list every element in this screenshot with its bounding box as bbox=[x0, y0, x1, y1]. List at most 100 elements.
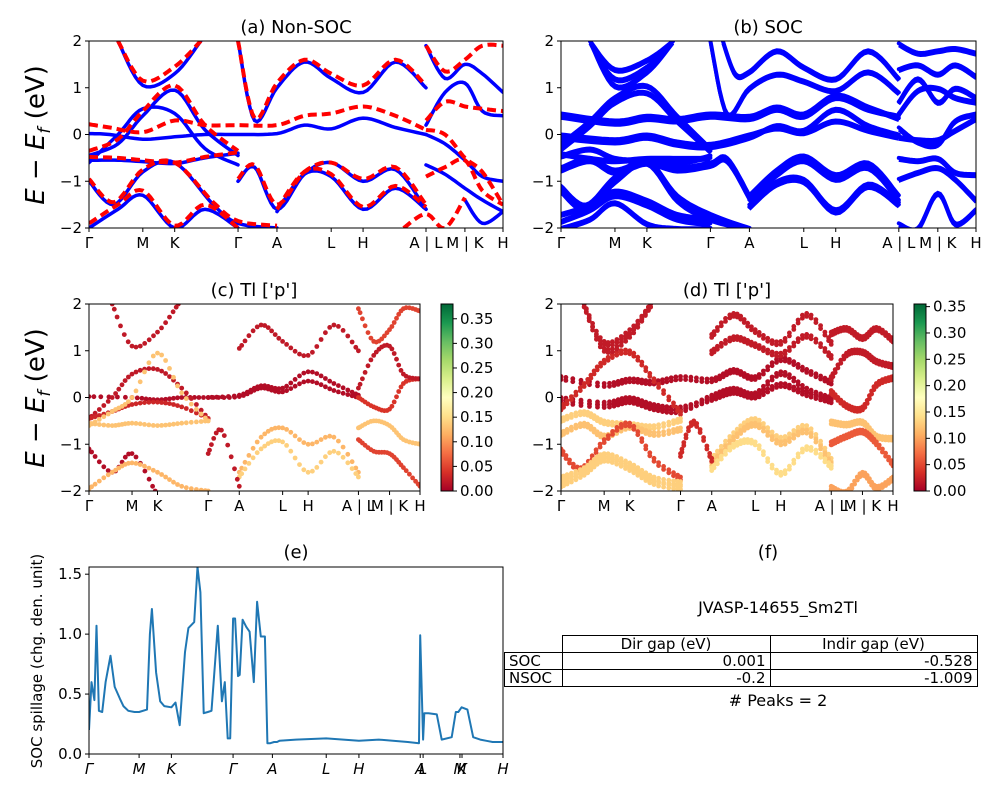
projection-dot bbox=[564, 416, 570, 422]
projection-dot bbox=[167, 422, 172, 428]
x-tick-label: L bbox=[751, 497, 760, 515]
projection-dot bbox=[297, 462, 302, 467]
y-tick-label: 1 bbox=[72, 342, 82, 360]
projection-dot bbox=[745, 323, 751, 329]
projection-dot bbox=[391, 351, 397, 356]
gap-table: Dir gap (eV) Indir gap (eV) SOC 0.001 -0… bbox=[504, 635, 978, 687]
projection-dot bbox=[417, 308, 420, 314]
band-line-spin-down bbox=[89, 83, 240, 153]
projection-dot bbox=[808, 372, 814, 377]
projection-dot bbox=[573, 477, 579, 483]
projection-dot bbox=[382, 333, 387, 339]
projection-dot bbox=[668, 410, 674, 416]
projection-dot bbox=[838, 360, 844, 366]
projection-dot bbox=[731, 314, 736, 319]
projection-dot bbox=[244, 389, 250, 395]
projection-dot bbox=[314, 439, 320, 445]
projection-dot bbox=[791, 362, 797, 368]
projection-dot bbox=[301, 353, 307, 359]
projection-dot bbox=[569, 427, 574, 433]
projection-dot bbox=[297, 373, 302, 379]
colorbar: 0.00 0.05 0.10 0.15 0.20 0.25 0.30 0.35 bbox=[440, 303, 493, 500]
projection-dot bbox=[601, 360, 607, 366]
projection-dot bbox=[661, 391, 666, 396]
band-line bbox=[561, 196, 711, 228]
projection-dot bbox=[228, 454, 234, 460]
projection-dot bbox=[623, 466, 628, 471]
x-tick-label: A | L bbox=[409, 234, 443, 252]
band-line bbox=[561, 82, 713, 151]
projection-dots bbox=[89, 304, 420, 491]
projection-dot bbox=[749, 440, 754, 446]
projection-dot bbox=[715, 461, 720, 467]
y-tick-label: 1.0 bbox=[58, 625, 82, 643]
projection-dot bbox=[284, 443, 289, 448]
projection-dot bbox=[778, 472, 784, 478]
projection-dot bbox=[701, 438, 706, 443]
projection-dot bbox=[694, 378, 699, 384]
band-line bbox=[708, 43, 900, 120]
projection-dot bbox=[715, 328, 720, 333]
projection-dot bbox=[769, 387, 775, 392]
projection-dot bbox=[800, 391, 805, 397]
colorbar-tick-label: 0.25 bbox=[460, 359, 493, 377]
projection-dot bbox=[635, 432, 641, 438]
projection-dot bbox=[142, 422, 147, 427]
projection-dot bbox=[280, 425, 285, 431]
projection-dot bbox=[389, 324, 395, 329]
projection-dot bbox=[631, 470, 637, 476]
y-tick-label: −2 bbox=[532, 482, 554, 500]
x-tick-label: A bbox=[266, 760, 277, 778]
projection-dot bbox=[787, 466, 792, 472]
x-tick-label: Γ bbox=[234, 234, 243, 252]
projection-dot bbox=[284, 383, 289, 389]
projection-dot bbox=[163, 320, 169, 326]
projection-dot bbox=[717, 392, 723, 398]
band-lines bbox=[89, 41, 503, 228]
projection-dot bbox=[389, 403, 395, 409]
projection-dot bbox=[318, 373, 324, 379]
projection-dot bbox=[822, 459, 828, 465]
projection-dot bbox=[410, 475, 415, 481]
band-line bbox=[898, 65, 976, 80]
band-line bbox=[463, 198, 503, 226]
projection-dot bbox=[242, 466, 248, 472]
projection-dot bbox=[297, 351, 302, 357]
projection-dot bbox=[365, 330, 371, 335]
projection-dot bbox=[101, 464, 107, 470]
x-tick-label: H bbox=[775, 497, 786, 515]
projection-dot bbox=[301, 379, 307, 385]
projection-dot bbox=[345, 392, 351, 397]
projection-dot bbox=[635, 321, 641, 327]
projection-dot bbox=[129, 460, 135, 466]
projection-dot bbox=[752, 377, 758, 382]
projection-dot bbox=[276, 335, 282, 341]
projection-dot bbox=[139, 395, 145, 401]
projection-dot bbox=[109, 304, 115, 307]
projection-dot bbox=[749, 394, 754, 399]
projection-dot bbox=[129, 395, 135, 400]
projection-dot bbox=[163, 396, 169, 402]
x-tick-label: Γ bbox=[204, 497, 213, 515]
projection-dot bbox=[301, 370, 307, 376]
projection-dot bbox=[232, 466, 237, 472]
projection-dot bbox=[357, 381, 363, 387]
projection-dot bbox=[349, 459, 355, 465]
projection-dot bbox=[292, 348, 298, 354]
band-line bbox=[561, 118, 901, 147]
projection-dot bbox=[394, 356, 399, 362]
projection-dot bbox=[778, 353, 784, 359]
projection-dot bbox=[749, 327, 754, 333]
projection-dot bbox=[331, 381, 337, 386]
projection-dot bbox=[697, 430, 703, 435]
projection-dots bbox=[561, 304, 893, 491]
y-tick-label: 1 bbox=[544, 79, 554, 97]
projection-dot bbox=[143, 396, 149, 402]
projection-dot bbox=[269, 328, 274, 334]
projection-dot bbox=[774, 353, 779, 359]
y-tick-label: 2 bbox=[72, 32, 82, 50]
projection-dot bbox=[749, 342, 754, 348]
y-tick-label: −2 bbox=[60, 482, 82, 500]
projection-dot bbox=[782, 351, 788, 357]
projection-dot bbox=[656, 433, 661, 438]
